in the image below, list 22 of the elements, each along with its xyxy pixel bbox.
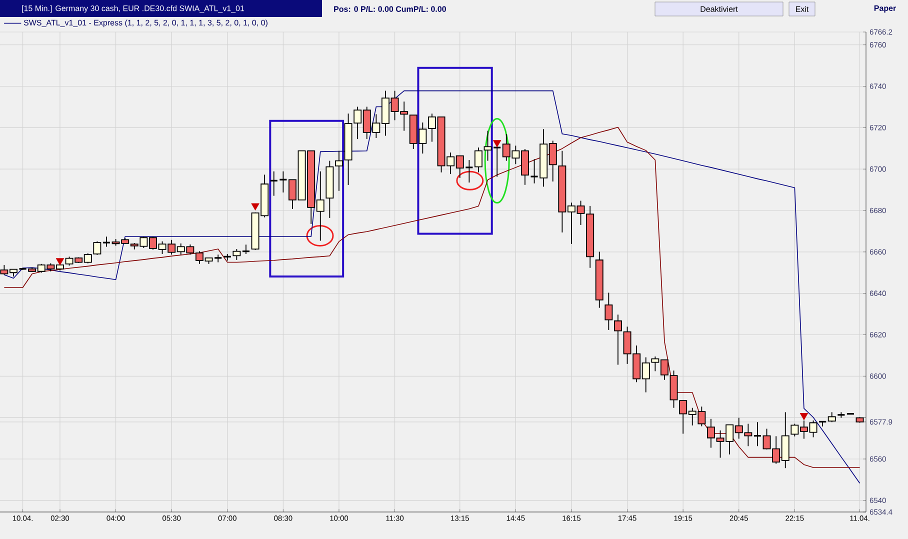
- candlestick: [270, 170, 278, 196]
- point: [800, 413, 808, 420]
- candlestick: [604, 292, 613, 330]
- candlestick: [828, 412, 836, 423]
- point: [251, 203, 260, 210]
- text: Deaktiviert: [700, 6, 738, 12]
- candlestick: [242, 244, 250, 254]
- chart-subtitle: Pos: 0 P/L: 0.00 CumP/L: 0.00: [334, 6, 446, 12]
- candlestick: [278, 170, 288, 193]
- point: [492, 140, 502, 148]
- candlestick: [474, 147, 482, 173]
- candlestick: [232, 248, 241, 260]
- chart-title: [15 Min.] Germany 30 cash, EUR .DE30.cfd SWIA_ATL_v1_01: [22, 5, 244, 13]
- text: Exit: [796, 6, 809, 12]
- point: [56, 258, 64, 266]
- legend-label: SWS_ATL_v1_01 - Express (1, 1, 2, 5, 2, 0, 1, 1, 1, 3, 5, 2, 0, 1, 0, 0): [24, 20, 268, 28]
- candlestick: [335, 150, 343, 192]
- candlestick: [753, 422, 762, 447]
- text: Paper: [874, 5, 896, 13]
- candlestick: [836, 412, 846, 418]
- candlestick: [614, 314, 622, 366]
- candlestick: [102, 236, 111, 248]
